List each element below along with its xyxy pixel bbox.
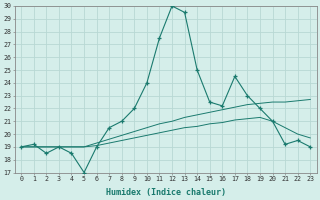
X-axis label: Humidex (Indice chaleur): Humidex (Indice chaleur) bbox=[106, 188, 226, 197]
